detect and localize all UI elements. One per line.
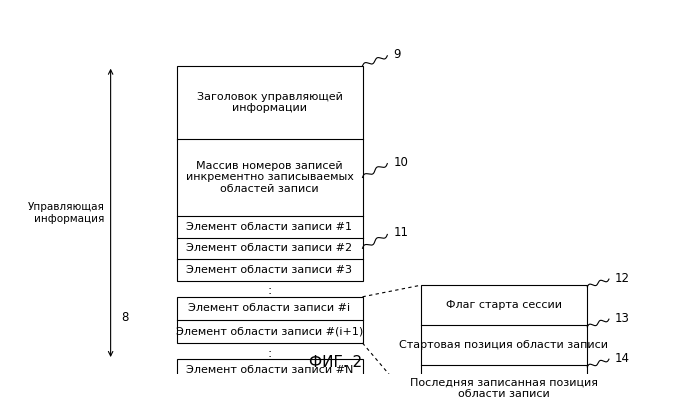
Text: Управляющая
информация: Управляющая информация (27, 202, 104, 224)
Text: Элемент области записи #3: Элемент области записи #3 (187, 265, 352, 275)
Bar (421, 285, 587, 412)
Text: ФИГ. 2: ФИГ. 2 (309, 355, 362, 370)
Text: Стартовая позиция области записи: Стартовая позиция области записи (399, 340, 608, 350)
Text: 14: 14 (614, 352, 629, 365)
Text: 9: 9 (394, 48, 401, 61)
Bar (177, 297, 363, 343)
Text: 13: 13 (614, 312, 629, 325)
Text: Последняя записанная позиция
области записи: Последняя записанная позиция области зап… (410, 378, 598, 399)
Text: Элемент области записи #i: Элемент области записи #i (189, 303, 351, 313)
Text: 12: 12 (614, 272, 629, 285)
Text: Элемент области записи #N: Элемент области записи #N (186, 365, 353, 375)
Text: 8: 8 (121, 311, 128, 324)
Text: Элемент области записи #(i+1): Элемент области записи #(i+1) (176, 326, 363, 336)
Text: 11: 11 (394, 226, 408, 239)
Text: Элемент области записи #2: Элемент области записи #2 (187, 243, 352, 253)
Text: :: : (268, 346, 272, 360)
Bar (177, 66, 363, 281)
Text: :: : (268, 284, 272, 297)
Text: Элемент области записи #1: Элемент области записи #1 (187, 222, 352, 232)
Text: Заголовок управляющей
информации: Заголовок управляющей информации (196, 92, 343, 113)
Text: 10: 10 (394, 155, 408, 168)
Bar (177, 359, 363, 381)
Text: Массив номеров записей
инкрементно записываемых
областей записи: Массив номеров записей инкрементно запис… (185, 161, 354, 194)
Text: Флаг старта сессии: Флаг старта сессии (446, 300, 562, 310)
